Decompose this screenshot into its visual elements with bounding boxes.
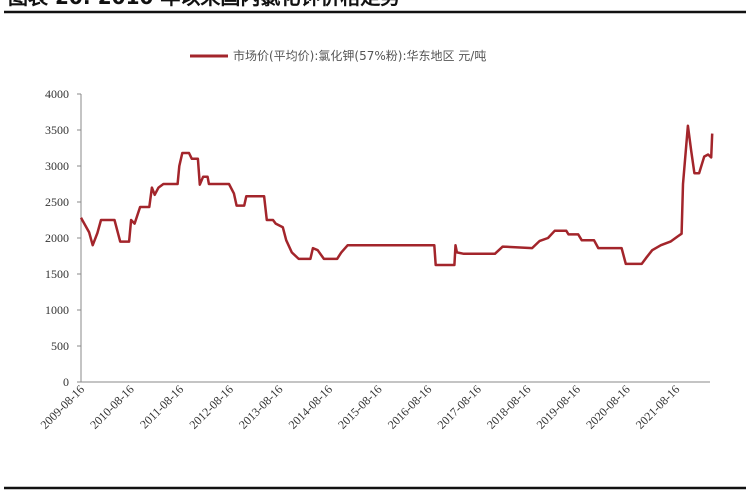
x-tick-label: 2012-08-16 [186, 382, 235, 431]
x-tick-label: 2014-08-16 [286, 382, 335, 431]
x-tick-label: 2010-08-16 [87, 382, 136, 431]
y-tick-label: 4000 [45, 87, 69, 101]
x-tick-label: 2015-08-16 [335, 382, 384, 431]
x-tick-label: 2020-08-16 [583, 382, 632, 431]
y-tick-label: 2500 [45, 195, 69, 209]
x-tick-label: 2011-08-16 [137, 382, 186, 431]
x-tick-label: 2017-08-16 [434, 382, 483, 431]
series-line [79, 124, 714, 267]
y-tick-label: 1500 [45, 267, 69, 281]
y-tick-label: 500 [51, 339, 69, 353]
x-tick-label: 2016-08-16 [385, 382, 434, 431]
x-tick-label: 2018-08-16 [484, 382, 533, 431]
y-tick-label: 0 [63, 375, 69, 389]
legend-label: 市场价(平均价):氯化钾(57%粉):华东地区 元/吨 [233, 48, 486, 63]
y-tick-label: 3500 [45, 123, 69, 137]
x-tick-label: 2021-08-16 [633, 382, 682, 431]
x-tick-label: 2013-08-16 [236, 382, 285, 431]
x-tick-label: 2019-08-16 [534, 382, 583, 431]
figure-title: 图表 20: 2010 年以来国内氯化钾价格走势 [8, 0, 400, 9]
y-tick-label: 2000 [45, 231, 69, 245]
y-tick-label: 3000 [45, 159, 69, 173]
x-tick-label: 2009-08-16 [38, 382, 87, 431]
y-tick-label: 1000 [45, 303, 69, 317]
